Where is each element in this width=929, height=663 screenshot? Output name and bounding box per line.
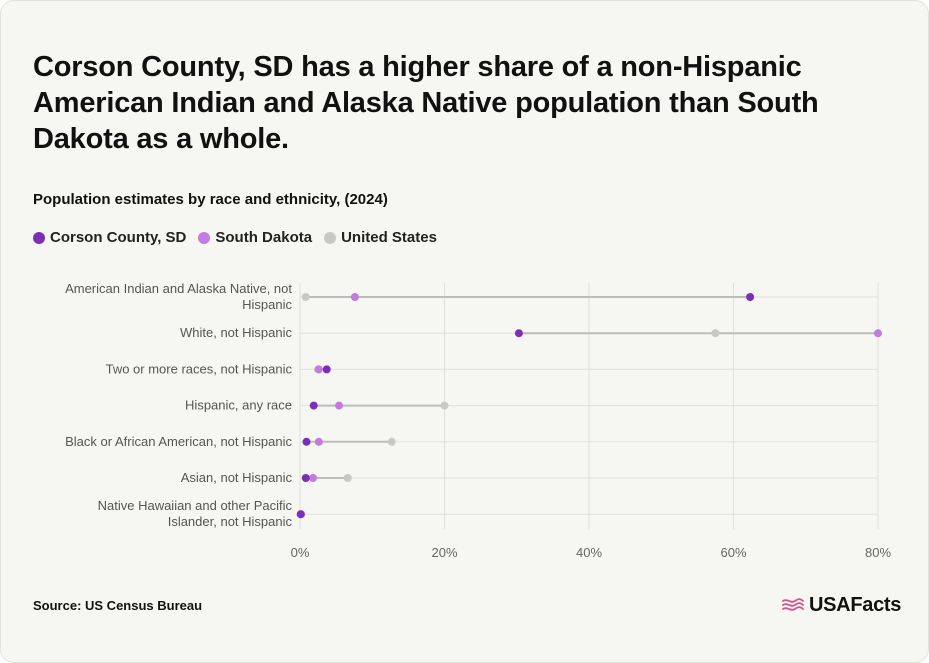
category-label: Two or more races, not Hispanic (106, 361, 293, 376)
category-label: Hispanic, any race (185, 398, 292, 413)
x-tick-label: 0% (291, 545, 310, 560)
data-point-south-dakota (314, 437, 323, 446)
data-point-corson-county-sd (301, 474, 310, 482)
data-point-corson-county-sd (514, 329, 523, 338)
category-label: Native Hawaiian and other Pacific Islande… (98, 498, 293, 529)
data-point-united-states (301, 293, 310, 301)
data-point-south-dakota (314, 365, 323, 374)
data-point-corson-county-sd (309, 401, 318, 410)
data-point-south-dakota (335, 401, 344, 410)
legend-label-south-dakota: South Dakota (215, 229, 313, 246)
category-label: White, not Hispanic (180, 325, 292, 340)
x-tick-label: 20% (431, 545, 457, 560)
x-tick-label: 80% (865, 545, 891, 560)
data-point-united-states (711, 329, 720, 338)
data-point-south-dakota (350, 293, 359, 301)
category-label: Black or African American, not Hispanic (65, 434, 292, 449)
headline: Corson County, SD has a higher share of … (33, 51, 819, 155)
data-point-corson-county-sd (322, 365, 331, 374)
legend-item-united-states: United States (324, 229, 437, 246)
data-point-corson-county-sd (302, 437, 311, 446)
data-point-united-states (343, 474, 352, 482)
chart-subtitle: Population estimates by race and ethnici… (33, 191, 388, 208)
legend-label-corson: Corson County, SD (50, 229, 187, 246)
data-point-south-dakota (309, 474, 318, 482)
source-note: Source: US Census Bureau (33, 598, 203, 613)
legend-swatch-corson (33, 231, 45, 244)
data-point-united-states (387, 437, 396, 446)
x-tick-label: 40% (576, 545, 602, 560)
flag-icon (782, 597, 804, 611)
legend-swatch-south-dakota (198, 231, 211, 244)
usafacts-logo: USAFacts (781, 594, 901, 617)
legend-item-corson: Corson County, SD (33, 229, 186, 246)
data-point-united-states (440, 401, 449, 410)
legend-item-south-dakota: South Dakota (198, 229, 312, 246)
data-point-south-dakota (874, 329, 882, 338)
legend-label-united-states: United States (341, 229, 437, 246)
category-label: Asian, not Hispanic (181, 470, 293, 485)
data-point-corson-county-sd (746, 293, 755, 301)
data-point-corson-county-sd (296, 510, 305, 519)
category-label: American Indian and Alaska Native, not Hi… (65, 281, 292, 312)
legend: Corson County, SD South Dakota United St… (33, 229, 449, 246)
legend-swatch-united-states (324, 231, 337, 244)
brand-name: USAFacts (809, 594, 902, 616)
dumbbell-chart: 0% 20% 40% 60% 80% American Indian and Alaska… (65, 281, 891, 560)
x-tick-label: 60% (720, 545, 746, 560)
